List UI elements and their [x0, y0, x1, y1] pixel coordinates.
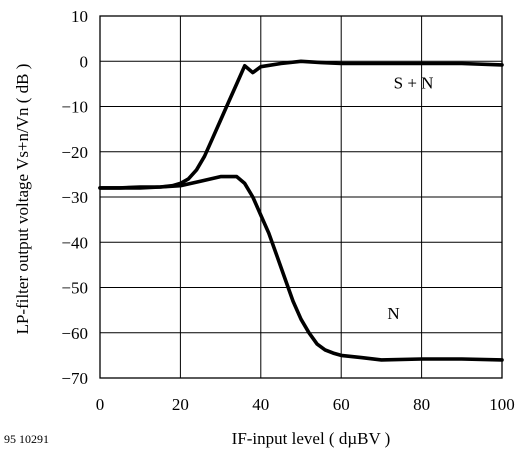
y-tick-label: −30	[61, 188, 88, 207]
x-tick-label: 60	[333, 395, 350, 414]
annotation-s-plus-n: S + N	[394, 73, 434, 92]
y-axis-label: LP-filter output voltage Vs+n/Vn ( dB )	[13, 64, 32, 335]
x-tick-label: 20	[172, 395, 189, 414]
x-axis-label: IF-input level ( dµBV )	[232, 429, 391, 448]
chart-series	[98, 59, 504, 362]
chart-annotations: S + N N	[387, 73, 433, 323]
series-line-s-plus-n	[98, 59, 504, 190]
y-tick-label: −60	[61, 324, 88, 343]
x-tick-label: 40	[252, 395, 269, 414]
y-tick-label: −70	[61, 369, 88, 388]
y-tick-label: −40	[61, 233, 88, 252]
chart-grid	[100, 16, 502, 378]
plot-frame	[99, 15, 503, 379]
y-tick-label: 0	[80, 52, 89, 71]
x-tick-label: 80	[413, 395, 430, 414]
annotation-n: N	[387, 304, 399, 323]
series-line-n	[98, 174, 504, 362]
y-tick-label: −50	[61, 279, 88, 298]
x-tick-label: 100	[489, 395, 515, 414]
x-tick-label: 0	[96, 395, 105, 414]
figure-code: 95 10291	[4, 432, 49, 446]
y-tick-label: −20	[61, 143, 88, 162]
y-tick-label: 10	[71, 7, 88, 26]
y-tick-label: −10	[61, 98, 88, 117]
